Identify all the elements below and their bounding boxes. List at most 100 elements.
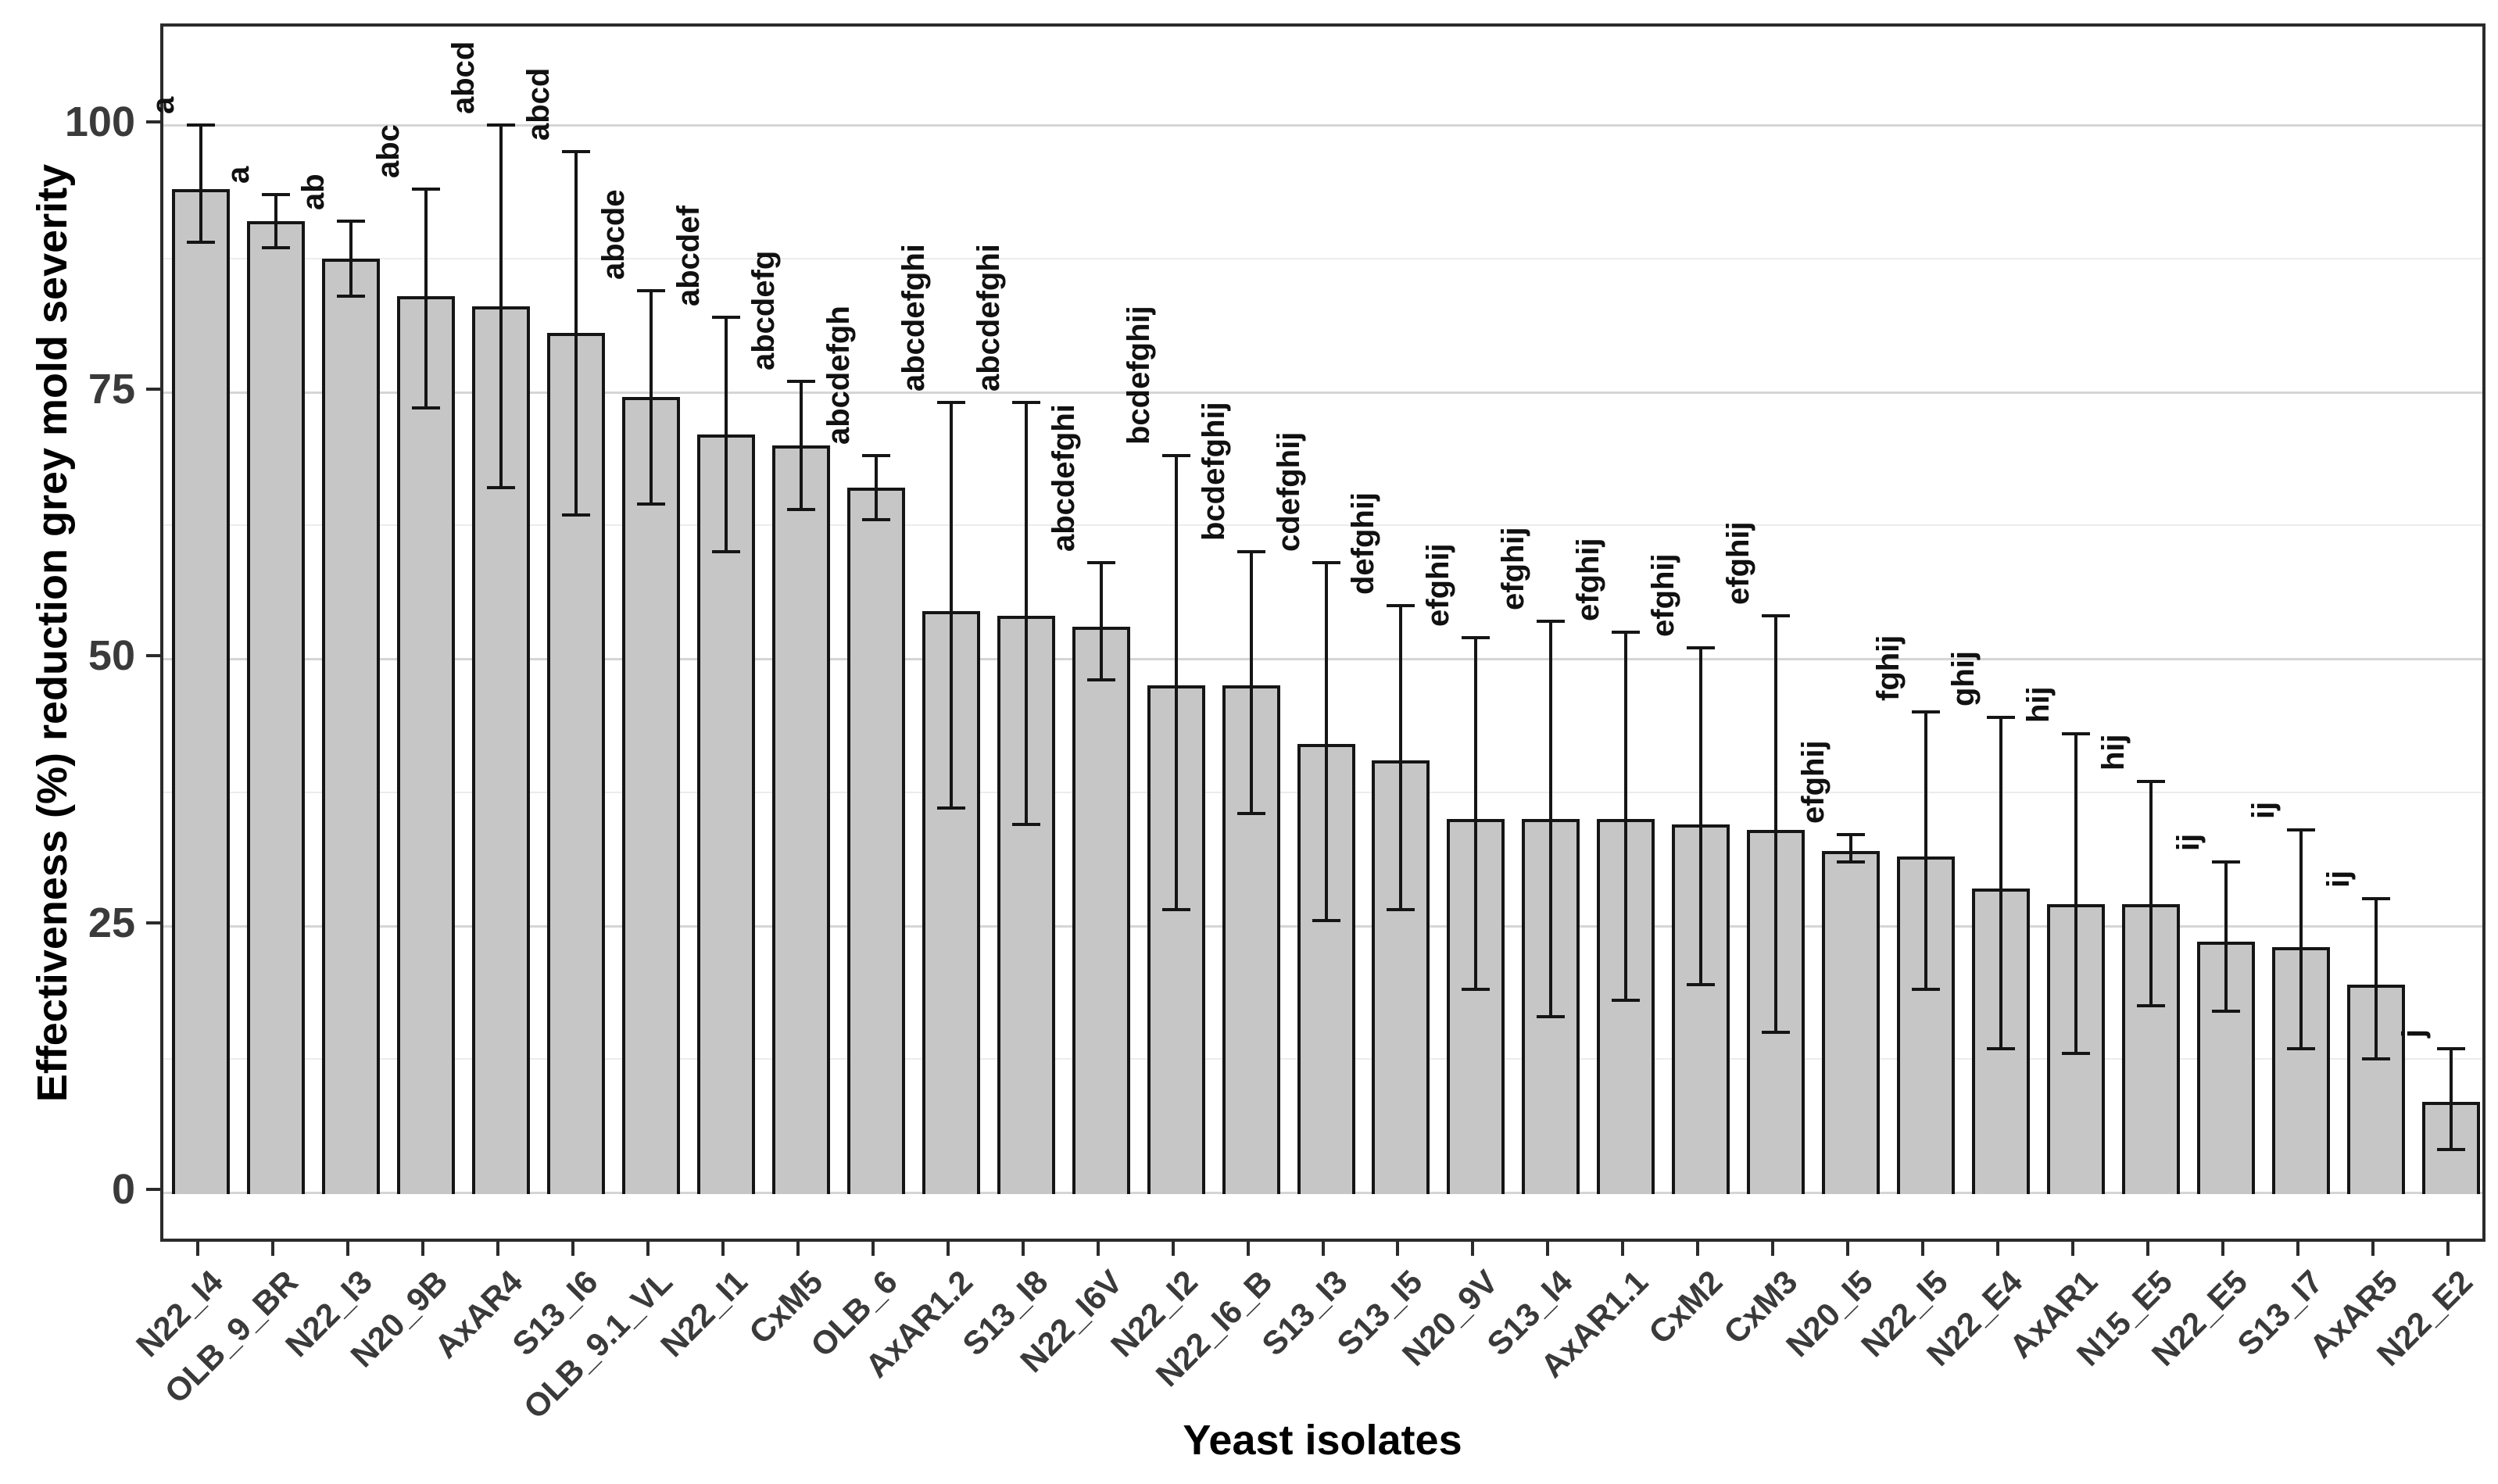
x-tick (571, 1242, 574, 1256)
error-cap-high (636, 288, 665, 292)
sig-letter-AxAR1.1: efghij (1571, 538, 1606, 621)
y-tick-label-100: 100 (64, 98, 135, 145)
error-cap-low (936, 806, 965, 810)
x-tick (270, 1242, 274, 1256)
x-tick (1246, 1242, 1250, 1256)
sig-letter-OLB_6: abcdefgh (821, 306, 856, 445)
sig-letter-S13_I3: cdefghij (1271, 431, 1306, 552)
error-bar-N22_I1 (724, 316, 728, 552)
error-cap-high (561, 150, 590, 154)
error-cap-high (1086, 561, 1115, 565)
sig-letter-N22_I1: abcdef (671, 205, 706, 306)
bar-N20_I5 (1822, 850, 1881, 1194)
y-tick (146, 120, 160, 123)
plot-panel (160, 23, 2485, 1242)
error-cap-low (1387, 908, 1415, 911)
sig-letter-N22_E4: ghij (1946, 651, 1981, 707)
error-cap-high (1612, 630, 1641, 634)
error-cap-low (1987, 1046, 2016, 1050)
error-cap-low (486, 486, 515, 490)
sig-letter-CxM5: abcdefg (746, 250, 781, 370)
error-bar-CxM2 (1699, 648, 1703, 985)
error-cap-high (1236, 550, 1265, 554)
error-cap-low (2137, 1003, 2166, 1007)
bar-CxM5 (771, 445, 830, 1194)
error-cap-low (1086, 678, 1115, 682)
error-cap-high (936, 401, 965, 405)
error-bar-OLB_6 (874, 456, 878, 520)
x-tick (871, 1242, 875, 1256)
x-tick (1996, 1242, 2000, 1256)
sig-letter-S13_I6: abcd (521, 67, 556, 141)
bar-N22_I4 (171, 188, 230, 1194)
bar-S13_I3 (1297, 744, 1355, 1194)
error-bar-AxAR1 (2074, 733, 2078, 1054)
sig-letter-S13_I4: efghij (1496, 527, 1531, 611)
sig-letter-OLB_9_BR: a (220, 166, 256, 184)
error-cap-high (2362, 897, 2391, 901)
x-tick (1021, 1242, 1025, 1256)
error-cap-low (786, 507, 815, 511)
sig-letter-AxAR1: hij (2021, 685, 2056, 723)
error-cap-high (1687, 646, 1716, 650)
error-cap-low (636, 502, 665, 506)
error-cap-high (1011, 401, 1040, 405)
x-tick (2296, 1242, 2300, 1256)
bar-N22_E5 (2197, 941, 2256, 1194)
x-tick (2146, 1242, 2150, 1256)
sig-letter-N20_9V: efghij (1421, 543, 1456, 627)
error-bar-N22_I3 (349, 220, 353, 296)
x-tick (1621, 1242, 1625, 1256)
major-gridline (163, 124, 2482, 127)
x-tick-label-CxM2: CxM2 (1641, 1263, 1730, 1351)
error-cap-high (1161, 454, 1190, 458)
error-cap-high (1312, 561, 1340, 565)
error-bar-AxAR1.2 (949, 402, 953, 809)
x-tick (2446, 1242, 2450, 1256)
error-bar-N22_I2 (1174, 456, 1178, 910)
error-bar-N22_I4 (199, 125, 202, 243)
error-bar-S13_I5 (1399, 605, 1403, 910)
y-tick (146, 921, 160, 924)
error-cap-high (2437, 1046, 2466, 1050)
error-cap-high (2287, 828, 2316, 831)
x-tick (1171, 1242, 1175, 1256)
bar-N22_I2 (1147, 685, 1205, 1194)
error-cap-high (2212, 860, 2241, 864)
x-axis-title: Yeast isolates (1183, 1417, 1462, 1464)
x-tick (1321, 1242, 1325, 1256)
error-cap-low (411, 406, 440, 409)
error-bar-N20_I5 (1849, 835, 1853, 862)
error-cap-low (2212, 1009, 2241, 1013)
x-tick (496, 1242, 499, 1256)
error-bar-N15_E5 (2149, 781, 2153, 1006)
error-cap-high (1837, 833, 1866, 837)
error-cap-low (261, 246, 290, 250)
x-tick (195, 1242, 199, 1256)
error-cap-high (186, 123, 215, 127)
error-bar-CxM3 (1774, 616, 1778, 1033)
y-tick-label-0: 0 (111, 1166, 135, 1213)
sig-letter-S13_I8: abcdefghi (971, 244, 1006, 392)
x-tick (421, 1242, 424, 1256)
sig-letter-N22_I6_B: bcdefghij (1196, 402, 1231, 542)
x-tick (721, 1242, 725, 1256)
x-tick (1846, 1242, 1850, 1256)
y-tick-label-50: 50 (88, 632, 135, 679)
error-cap-low (1236, 812, 1265, 816)
error-cap-low (1762, 1031, 1791, 1035)
error-bar-AxAR4 (499, 125, 503, 488)
error-cap-high (261, 192, 290, 196)
y-tick-label-75: 75 (88, 365, 135, 413)
y-tick (146, 387, 160, 391)
y-tick (146, 654, 160, 657)
error-cap-low (711, 550, 740, 554)
error-cap-high (1537, 620, 1566, 624)
sig-letter-CxM2: efghij (1646, 553, 1681, 638)
x-tick (1096, 1242, 1100, 1256)
error-bar-CxM5 (799, 381, 803, 510)
sig-letter-N22_I6V: abcdefghi (1046, 404, 1081, 552)
y-tick (146, 1188, 160, 1191)
error-cap-low (2062, 1052, 2091, 1056)
